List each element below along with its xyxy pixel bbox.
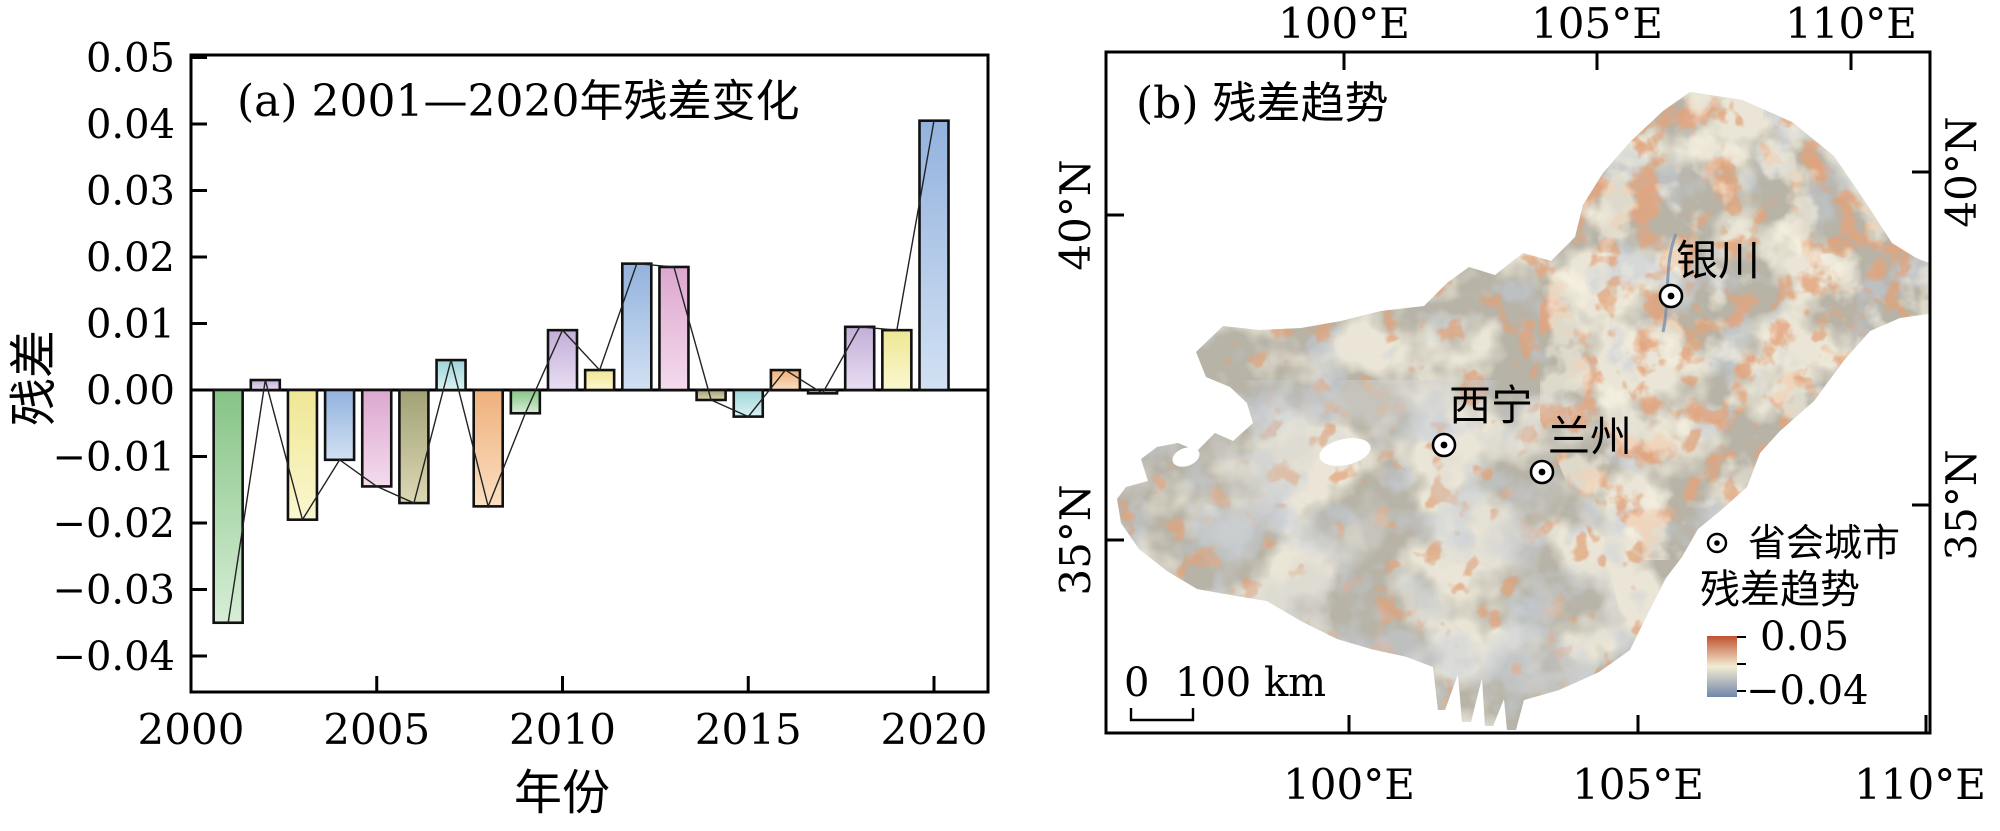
y-tick-label: 0.04 [86, 102, 175, 148]
bar-2016 [769, 368, 802, 392]
right-axis-label-35n: 35°N [1937, 449, 1986, 561]
colorbar [1707, 636, 1737, 697]
bar-chart-panel: 0.05 0.04 0.03 0.02 0.01 0.00 −0.01 −0.02 −0.03 −… [52, 36, 990, 754]
bottom-axis-label-105e: 105°E [1572, 760, 1704, 809]
map-raster [1117, 92, 1929, 730]
y-tick-label: 0.00 [86, 368, 175, 414]
residual-line [227, 120, 935, 623]
legend-title: 残差趋势 [1700, 567, 1860, 613]
panel-b-title: (b) 残差趋势 [1136, 78, 1389, 129]
city-marker-yinchuan [1658, 283, 1684, 309]
top-axis-label-105e: 105°E [1531, 0, 1663, 48]
y-tick-label: −0.03 [52, 568, 175, 614]
bar-2005 [360, 388, 393, 488]
bar-2003 [286, 388, 319, 521]
x-tick-label: 2020 [881, 705, 988, 754]
bar-2008 [472, 388, 505, 508]
colorbar-ticks [1737, 636, 1746, 692]
lake-hole-small [1172, 447, 1200, 467]
panel-a-ylabel: 残差 [6, 329, 62, 427]
legend-capital-label: 省会城市 [1748, 521, 1901, 565]
legend-capital-icon [1706, 532, 1728, 554]
y-tick-label: 0.02 [86, 235, 175, 281]
map-frame [1104, 50, 1932, 735]
panel-a-frame [189, 53, 990, 694]
bottom-axis-label-110e: 110°E [1854, 760, 1986, 809]
city-marker-xining [1431, 432, 1457, 458]
bar-2009 [509, 388, 542, 415]
city-marker-lanzhou [1529, 459, 1555, 485]
y-tick-label: −0.02 [52, 501, 175, 547]
bar-2011 [583, 368, 616, 392]
y-tick-label: 0.05 [86, 36, 175, 82]
left-axis-label-40n: 40°N [1051, 159, 1100, 271]
bar-2019 [881, 328, 913, 392]
map-panel [1104, 50, 1932, 735]
left-axis-label-35n: 35°N [1051, 484, 1100, 596]
y-tick-label: 0.03 [86, 169, 175, 215]
scale-bar-label: 0 100 km [1124, 660, 1327, 706]
scale-bar [1129, 708, 1195, 722]
panel-a-xlabel: 年份 [513, 765, 611, 821]
map-graticule-ticks [1106, 52, 1930, 733]
bar-2010 [546, 328, 579, 392]
x-tick-label: 2000 [138, 705, 245, 754]
river-streak [1661, 233, 1678, 333]
bar-2007 [435, 358, 467, 392]
top-axis-label-100e: 100°E [1278, 0, 1410, 48]
city-label-xining: 西宁 [1448, 381, 1534, 430]
city-label-yinchuan: 银川 [1675, 236, 1761, 285]
bar-2020 [918, 119, 950, 392]
bar-2001 [212, 388, 244, 625]
bar-2013 [658, 265, 690, 392]
colorbar-max-label: 0.05 [1760, 614, 1850, 660]
top-axis-label-110e: 110°E [1785, 0, 1917, 48]
x-tick-label: 2010 [509, 705, 616, 754]
lake-hole [1319, 438, 1371, 466]
right-axis-label-40n: 40°N [1937, 116, 1986, 228]
y-tick-label: 0.01 [86, 302, 175, 348]
bar-2018 [843, 325, 876, 392]
y-tick-label: −0.04 [52, 634, 175, 680]
bar-2012 [620, 262, 653, 392]
bottom-axis-label-100e: 100°E [1283, 760, 1415, 809]
x-tick-label: 2015 [695, 705, 802, 754]
panel-a-title: (a) 2001—2020年残差变化 [237, 76, 800, 127]
y-tick-label: −0.01 [52, 435, 175, 481]
x-tick-label: 2005 [323, 705, 430, 754]
colorbar-min-label: −0.04 [1746, 668, 1869, 714]
bar-2006 [398, 388, 430, 505]
city-label-lanzhou: 兰州 [1547, 412, 1633, 461]
bar-2004 [323, 388, 356, 462]
